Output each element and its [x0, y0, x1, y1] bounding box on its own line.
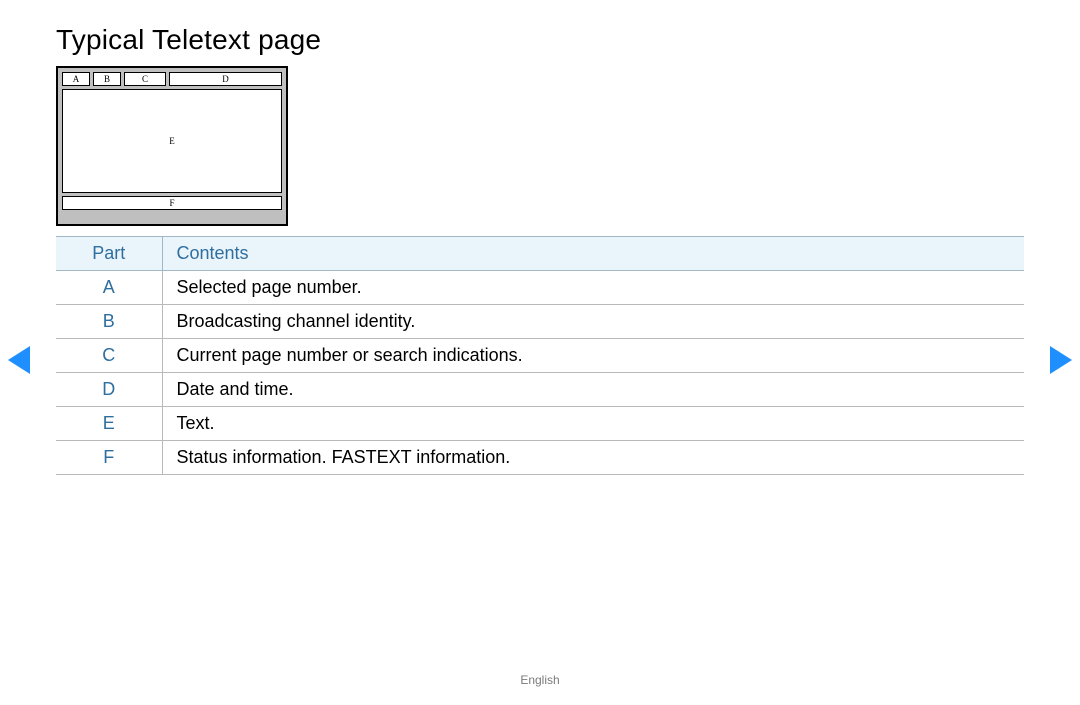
- table-cell-part: A: [56, 271, 162, 305]
- table-row: A Selected page number.: [56, 271, 1024, 305]
- diagram-top-row: A B C D: [62, 72, 282, 86]
- table-cell-contents: Text.: [162, 407, 1024, 441]
- diagram-cell-b: B: [93, 72, 121, 86]
- table-cell-part: F: [56, 441, 162, 475]
- table-cell-contents: Selected page number.: [162, 271, 1024, 305]
- table-cell-part: B: [56, 305, 162, 339]
- table-cell-part: D: [56, 373, 162, 407]
- teletext-diagram: A B C D E F: [56, 66, 288, 226]
- table-header-contents: Contents: [162, 237, 1024, 271]
- diagram-cell-e: E: [62, 89, 282, 193]
- parts-table: Part Contents A Selected page number. B …: [56, 236, 1024, 475]
- table-cell-part: E: [56, 407, 162, 441]
- table-row: C Current page number or search indicati…: [56, 339, 1024, 373]
- table-cell-contents: Status information. FASTEXT information.: [162, 441, 1024, 475]
- table-row: D Date and time.: [56, 373, 1024, 407]
- footer-language: English: [0, 673, 1080, 687]
- diagram-cell-f: F: [62, 196, 282, 210]
- prev-page-arrow-icon[interactable]: [8, 346, 30, 374]
- page-root: Typical Teletext page A B C D E F Part C…: [0, 0, 1080, 705]
- table-cell-part: C: [56, 339, 162, 373]
- table-cell-contents: Broadcasting channel identity.: [162, 305, 1024, 339]
- table-row: B Broadcasting channel identity.: [56, 305, 1024, 339]
- next-page-arrow-icon[interactable]: [1050, 346, 1072, 374]
- page-title: Typical Teletext page: [56, 24, 1024, 56]
- diagram-cell-a: A: [62, 72, 90, 86]
- table-header-row: Part Contents: [56, 237, 1024, 271]
- table-row: F Status information. FASTEXT informatio…: [56, 441, 1024, 475]
- table-cell-contents: Current page number or search indication…: [162, 339, 1024, 373]
- table-cell-contents: Date and time.: [162, 373, 1024, 407]
- diagram-cell-c: C: [124, 72, 166, 86]
- diagram-cell-d: D: [169, 72, 282, 86]
- table-row: E Text.: [56, 407, 1024, 441]
- table-header-part: Part: [56, 237, 162, 271]
